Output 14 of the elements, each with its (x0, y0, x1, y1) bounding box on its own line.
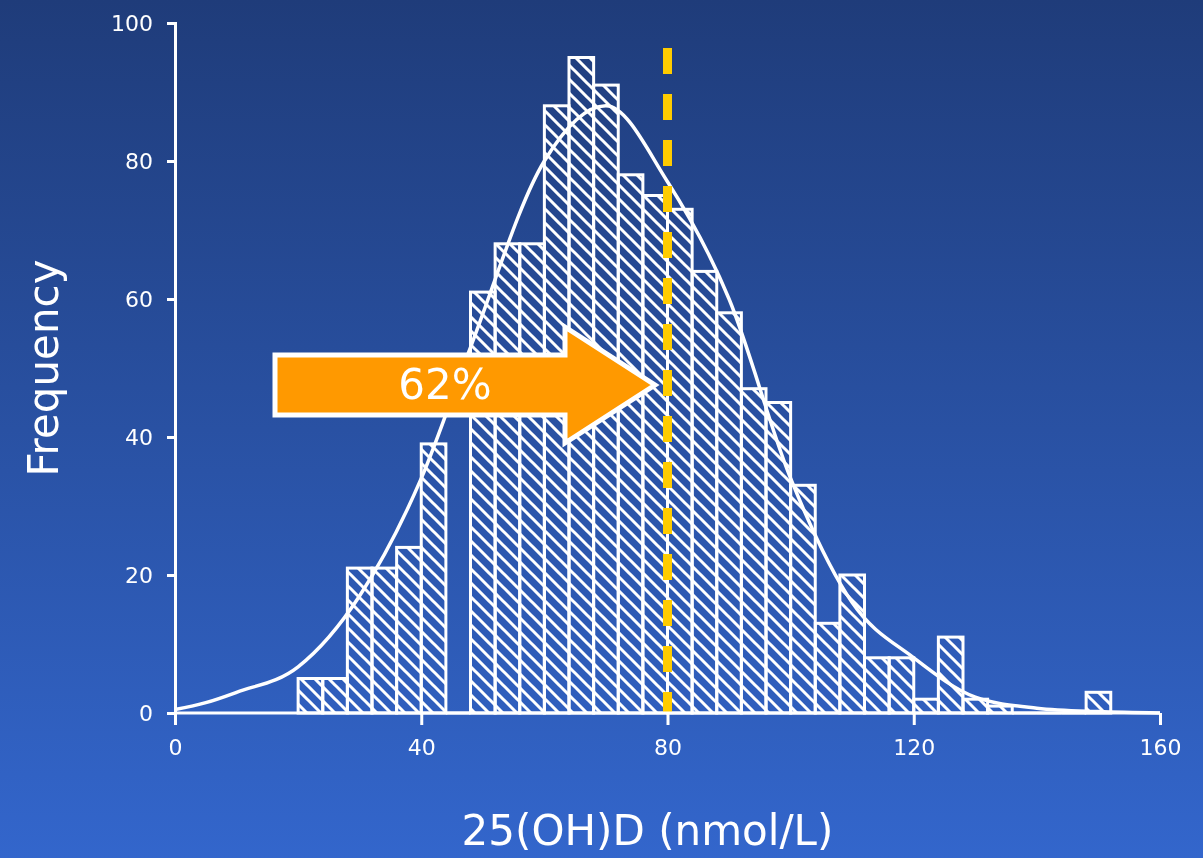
x-tick-label: 40 (407, 734, 436, 760)
x-axis-title: 25(OH)D (nmol/L) (461, 806, 834, 855)
y-tick-label: 20 (125, 562, 153, 588)
annotation: 62% (398, 360, 492, 409)
y-tick-label: 100 (111, 10, 153, 36)
y-axis-title: Frequency (19, 259, 68, 477)
y-tick-label: 60 (125, 286, 153, 312)
y-tick-label: 80 (125, 148, 153, 174)
x-tick-label: 120 (893, 734, 936, 760)
x-tick-label: 80 (654, 734, 682, 760)
y-tick-label: 0 (139, 700, 153, 726)
x-tick-label: 160 (1139, 734, 1182, 760)
y-tick-label: 40 (125, 424, 153, 450)
x-tick-label: 0 (168, 734, 183, 760)
